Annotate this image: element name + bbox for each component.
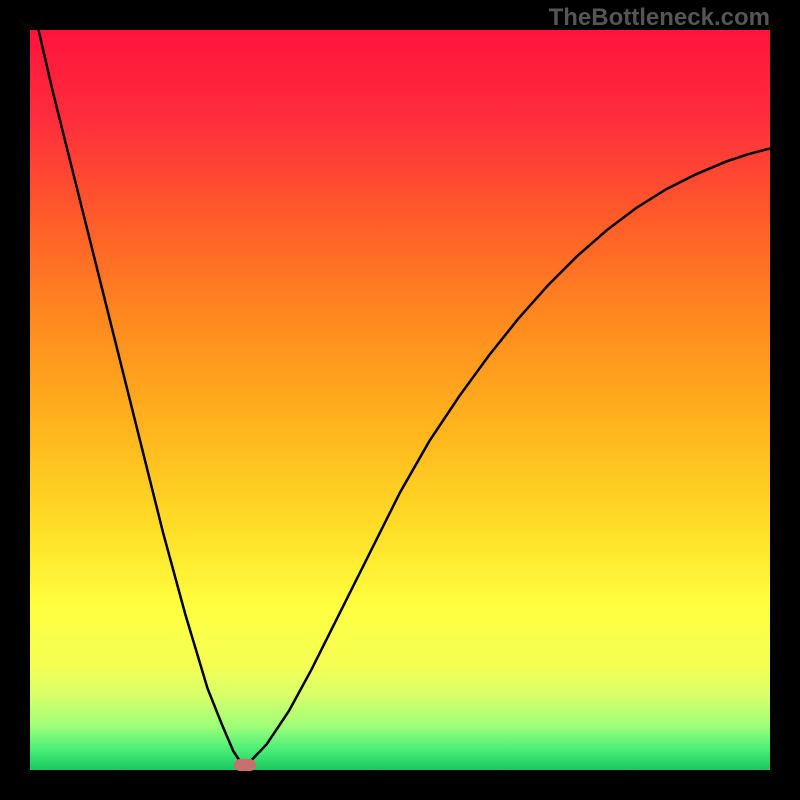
plot-area: [30, 30, 770, 770]
bottleneck-curve: [30, 30, 770, 770]
optimum-marker: [234, 759, 256, 771]
watermark-text: TheBottleneck.com: [549, 4, 770, 32]
chart-container: TheBottleneck.com: [0, 0, 800, 800]
